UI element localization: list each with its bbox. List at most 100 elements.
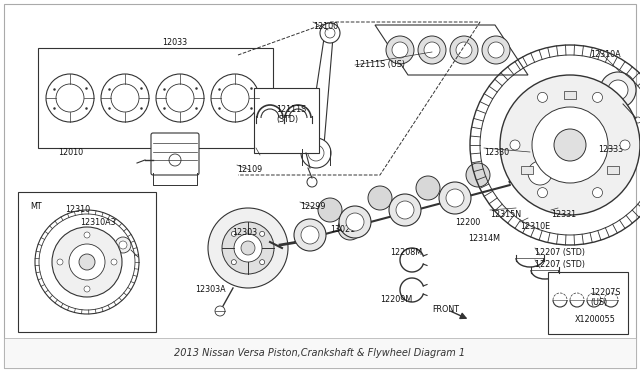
Text: 12208M: 12208M: [390, 248, 422, 257]
Bar: [521, 166, 532, 174]
Circle shape: [344, 222, 356, 234]
Bar: [254, 88, 319, 153]
Circle shape: [325, 28, 335, 38]
Circle shape: [231, 260, 236, 264]
Circle shape: [156, 74, 204, 122]
FancyBboxPatch shape: [151, 133, 199, 175]
Circle shape: [368, 186, 392, 210]
Text: 12010: 12010: [58, 148, 83, 157]
Circle shape: [115, 237, 131, 253]
Bar: [38, 48, 273, 148]
Text: 12303A: 12303A: [195, 285, 226, 294]
Circle shape: [538, 92, 547, 102]
Polygon shape: [308, 25, 334, 145]
Circle shape: [500, 75, 640, 215]
Text: 12310E: 12310E: [520, 222, 550, 231]
Bar: [564, 91, 576, 99]
Text: 12331: 12331: [551, 210, 576, 219]
Text: 12209M: 12209M: [380, 295, 412, 304]
Circle shape: [554, 129, 586, 161]
Text: 12207 (STD): 12207 (STD): [535, 260, 585, 269]
Circle shape: [386, 36, 414, 64]
Circle shape: [222, 222, 274, 274]
Polygon shape: [375, 25, 528, 75]
Text: 2013 Nissan Versa Piston,Crankshaft & Flywheel Diagram 1: 2013 Nissan Versa Piston,Crankshaft & Fl…: [175, 348, 465, 358]
Circle shape: [57, 259, 63, 265]
Circle shape: [119, 241, 127, 249]
Circle shape: [301, 138, 331, 168]
Text: 12333: 12333: [598, 145, 623, 154]
Circle shape: [294, 219, 326, 251]
Circle shape: [234, 234, 262, 262]
Circle shape: [166, 84, 194, 112]
Circle shape: [84, 232, 90, 238]
Circle shape: [346, 213, 364, 231]
Bar: [607, 166, 620, 174]
Text: 12330: 12330: [484, 148, 509, 157]
Circle shape: [482, 36, 510, 64]
Circle shape: [79, 254, 95, 270]
Circle shape: [456, 42, 472, 58]
Text: 12207S: 12207S: [590, 288, 621, 297]
Circle shape: [389, 194, 421, 226]
Text: 12111S: 12111S: [276, 105, 307, 114]
Circle shape: [46, 74, 94, 122]
Circle shape: [510, 140, 520, 150]
Circle shape: [241, 241, 255, 255]
Circle shape: [208, 208, 288, 288]
Text: 12109: 12109: [237, 165, 262, 174]
Circle shape: [307, 177, 317, 187]
Text: 12315N: 12315N: [490, 210, 521, 219]
Text: X1200055: X1200055: [575, 315, 616, 324]
Circle shape: [69, 244, 105, 280]
Circle shape: [593, 92, 602, 102]
Circle shape: [416, 176, 440, 200]
Circle shape: [606, 138, 626, 158]
Circle shape: [466, 163, 490, 187]
Circle shape: [418, 36, 446, 64]
Circle shape: [169, 154, 181, 166]
Text: 12303: 12303: [232, 228, 257, 237]
Circle shape: [392, 42, 408, 58]
Circle shape: [111, 84, 139, 112]
Circle shape: [439, 182, 471, 214]
Text: 12033: 12033: [163, 38, 188, 47]
Text: 12299: 12299: [300, 202, 326, 211]
Text: (STD): (STD): [276, 115, 298, 124]
Circle shape: [620, 140, 630, 150]
Circle shape: [520, 153, 560, 193]
Text: 12207 (STD): 12207 (STD): [535, 248, 585, 257]
Text: 12200: 12200: [455, 218, 480, 227]
Circle shape: [593, 187, 602, 198]
Text: MT: MT: [30, 202, 42, 211]
Circle shape: [424, 42, 440, 58]
Circle shape: [635, 117, 640, 123]
Text: 12314M: 12314M: [468, 234, 500, 243]
Circle shape: [56, 84, 84, 112]
Circle shape: [215, 306, 225, 316]
Bar: [18, 192, 156, 332]
Bar: [548, 272, 628, 334]
Circle shape: [450, 36, 478, 64]
Text: 12111S (US): 12111S (US): [355, 60, 405, 69]
Circle shape: [301, 226, 319, 244]
Text: FRONT: FRONT: [432, 305, 459, 314]
Circle shape: [211, 74, 259, 122]
Bar: [4, 338, 636, 368]
Text: 12100: 12100: [313, 22, 338, 31]
Circle shape: [339, 206, 371, 238]
Circle shape: [608, 80, 628, 100]
Circle shape: [320, 23, 340, 43]
Circle shape: [111, 259, 117, 265]
Circle shape: [611, 143, 621, 153]
Circle shape: [101, 74, 149, 122]
Circle shape: [446, 189, 464, 207]
Text: (US): (US): [590, 298, 607, 307]
Circle shape: [260, 231, 265, 236]
Circle shape: [338, 216, 362, 240]
Circle shape: [396, 201, 414, 219]
Text: 12310A3: 12310A3: [80, 218, 116, 227]
Text: 12310: 12310: [65, 205, 90, 214]
Circle shape: [538, 187, 547, 198]
Text: 12310A: 12310A: [590, 50, 621, 59]
